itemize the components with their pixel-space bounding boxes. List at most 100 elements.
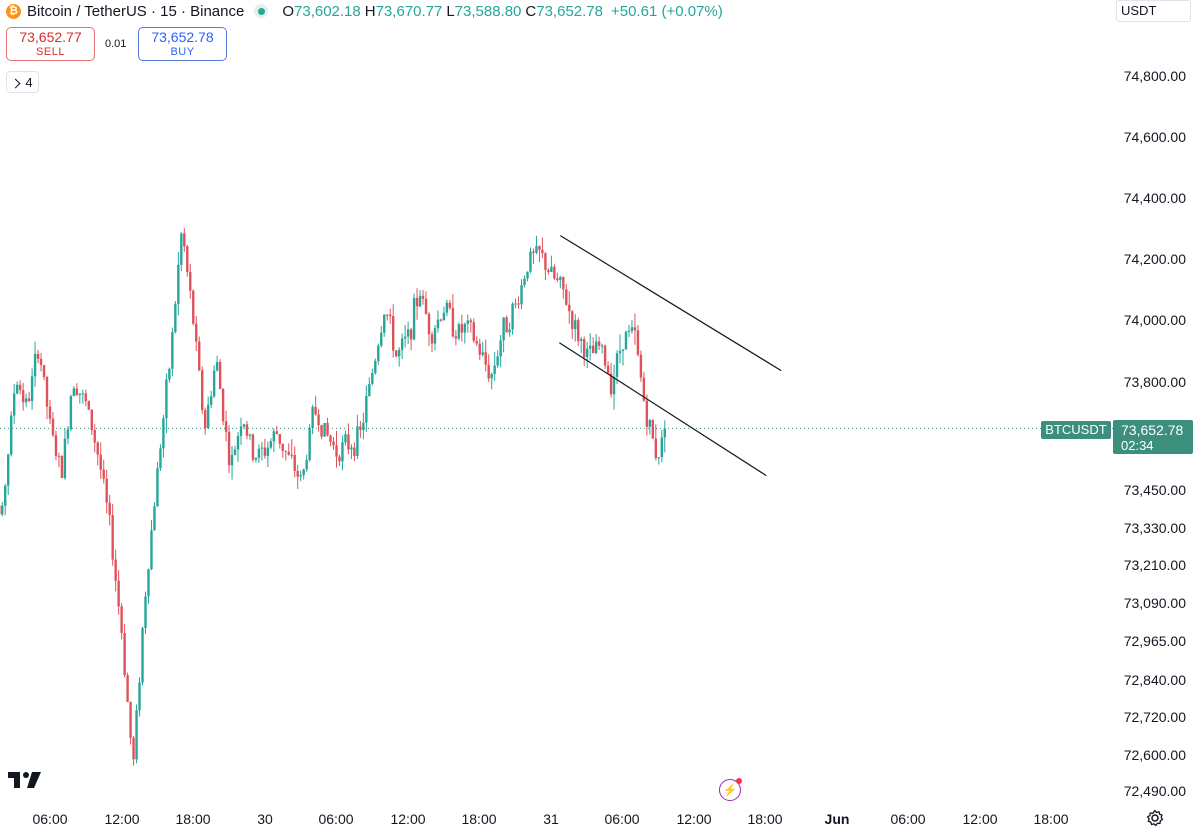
sell-button[interactable]: 73,652.77 SELL <box>6 27 95 61</box>
candle-body <box>269 441 273 448</box>
candle <box>78 393 82 404</box>
candle-body <box>114 559 117 581</box>
candle <box>51 412 55 438</box>
candle-body <box>189 271 192 291</box>
candle-body <box>171 332 174 369</box>
candle <box>612 364 616 410</box>
candle <box>493 352 496 381</box>
candle-body <box>293 454 296 471</box>
candle-body <box>296 470 299 477</box>
candle <box>69 394 73 432</box>
candle <box>287 443 290 456</box>
candle <box>296 464 299 489</box>
candle-body <box>212 370 216 397</box>
candle <box>651 419 655 440</box>
candle-body <box>612 376 616 395</box>
candle <box>195 315 198 352</box>
candle-body <box>424 298 428 314</box>
price-axis-tick: 74,200.00 <box>1123 251 1186 267</box>
candle-body <box>81 393 85 395</box>
candle-body <box>403 336 407 339</box>
candle <box>469 317 472 333</box>
gear-icon[interactable] <box>1146 809 1164 827</box>
candle-body <box>460 324 464 333</box>
symbol-title[interactable]: Bitcoin / TetherUS · 15 · Binance <box>27 2 245 20</box>
candle-body <box>48 406 52 419</box>
candle <box>10 411 13 457</box>
buy-button[interactable]: 73,652.78 BUY <box>138 27 227 61</box>
candle-body <box>102 469 105 479</box>
candle <box>272 428 276 453</box>
candle-body <box>302 469 305 476</box>
candle <box>392 304 395 358</box>
candle-body <box>203 410 207 429</box>
candle <box>12 383 16 424</box>
channel-lower-line[interactable] <box>559 342 767 477</box>
candle-body <box>132 737 135 760</box>
candle <box>260 441 264 461</box>
candle-body <box>371 373 374 384</box>
candle-body <box>394 350 398 357</box>
price-axis-tick: 74,400.00 <box>1123 190 1186 206</box>
candle-body <box>156 468 159 507</box>
candle-body <box>266 447 270 456</box>
candle-body <box>418 295 422 307</box>
candle <box>571 310 574 340</box>
sell-label: SELL <box>36 46 65 58</box>
candle-body <box>356 426 359 456</box>
candle <box>511 302 514 335</box>
candle-body <box>87 401 90 410</box>
candle <box>433 325 437 351</box>
candle-body <box>562 276 565 290</box>
candle-body <box>135 710 138 760</box>
candle <box>75 383 79 397</box>
candle <box>290 439 293 459</box>
candle-body <box>192 290 195 324</box>
candle-body <box>42 365 46 378</box>
candle-body <box>183 233 186 247</box>
candle-body <box>257 448 261 458</box>
time-axis-tick: 18:00 <box>175 811 211 827</box>
candle <box>215 355 219 372</box>
candle <box>514 298 517 309</box>
channel-upper-line[interactable] <box>560 235 782 372</box>
candle-body <box>221 389 225 422</box>
currency-select[interactable]: USDT <box>1116 0 1191 22</box>
candle-body <box>383 314 386 333</box>
candle <box>314 395 317 416</box>
time-axis-tick: 18:00 <box>1033 811 1069 827</box>
candle-body <box>239 426 243 436</box>
candle-body <box>350 447 353 450</box>
candle-body <box>588 345 592 349</box>
indicators-toggle-button[interactable]: 4 <box>6 71 39 93</box>
candle-body <box>338 456 341 462</box>
candle-body <box>129 701 132 738</box>
market-status-icon[interactable] <box>254 4 269 18</box>
candle-body <box>305 459 308 470</box>
buy-label: BUY <box>170 46 195 58</box>
candle-body <box>1 505 4 515</box>
candle-body <box>54 435 58 456</box>
candle <box>227 425 231 474</box>
candle <box>117 570 120 615</box>
tradingview-logo-icon[interactable] <box>8 770 42 788</box>
candle-body <box>108 502 111 516</box>
candle <box>457 322 461 341</box>
candle <box>368 377 371 397</box>
candle-body <box>159 448 162 469</box>
candle <box>144 591 147 634</box>
candle-body <box>57 455 61 457</box>
candle-body <box>174 303 177 333</box>
candle <box>248 433 252 440</box>
candle-body <box>639 354 643 378</box>
last-price-tag: 73,652.78 02:34 <box>1113 420 1193 454</box>
candle-body <box>541 249 544 254</box>
candle <box>627 324 631 338</box>
sell-price: 73,652.77 <box>19 29 82 45</box>
flash-icon[interactable]: ⚡ <box>719 778 742 801</box>
candle-body <box>111 515 114 560</box>
candle-body <box>177 264 180 304</box>
candle <box>212 365 216 399</box>
candle <box>54 430 58 461</box>
